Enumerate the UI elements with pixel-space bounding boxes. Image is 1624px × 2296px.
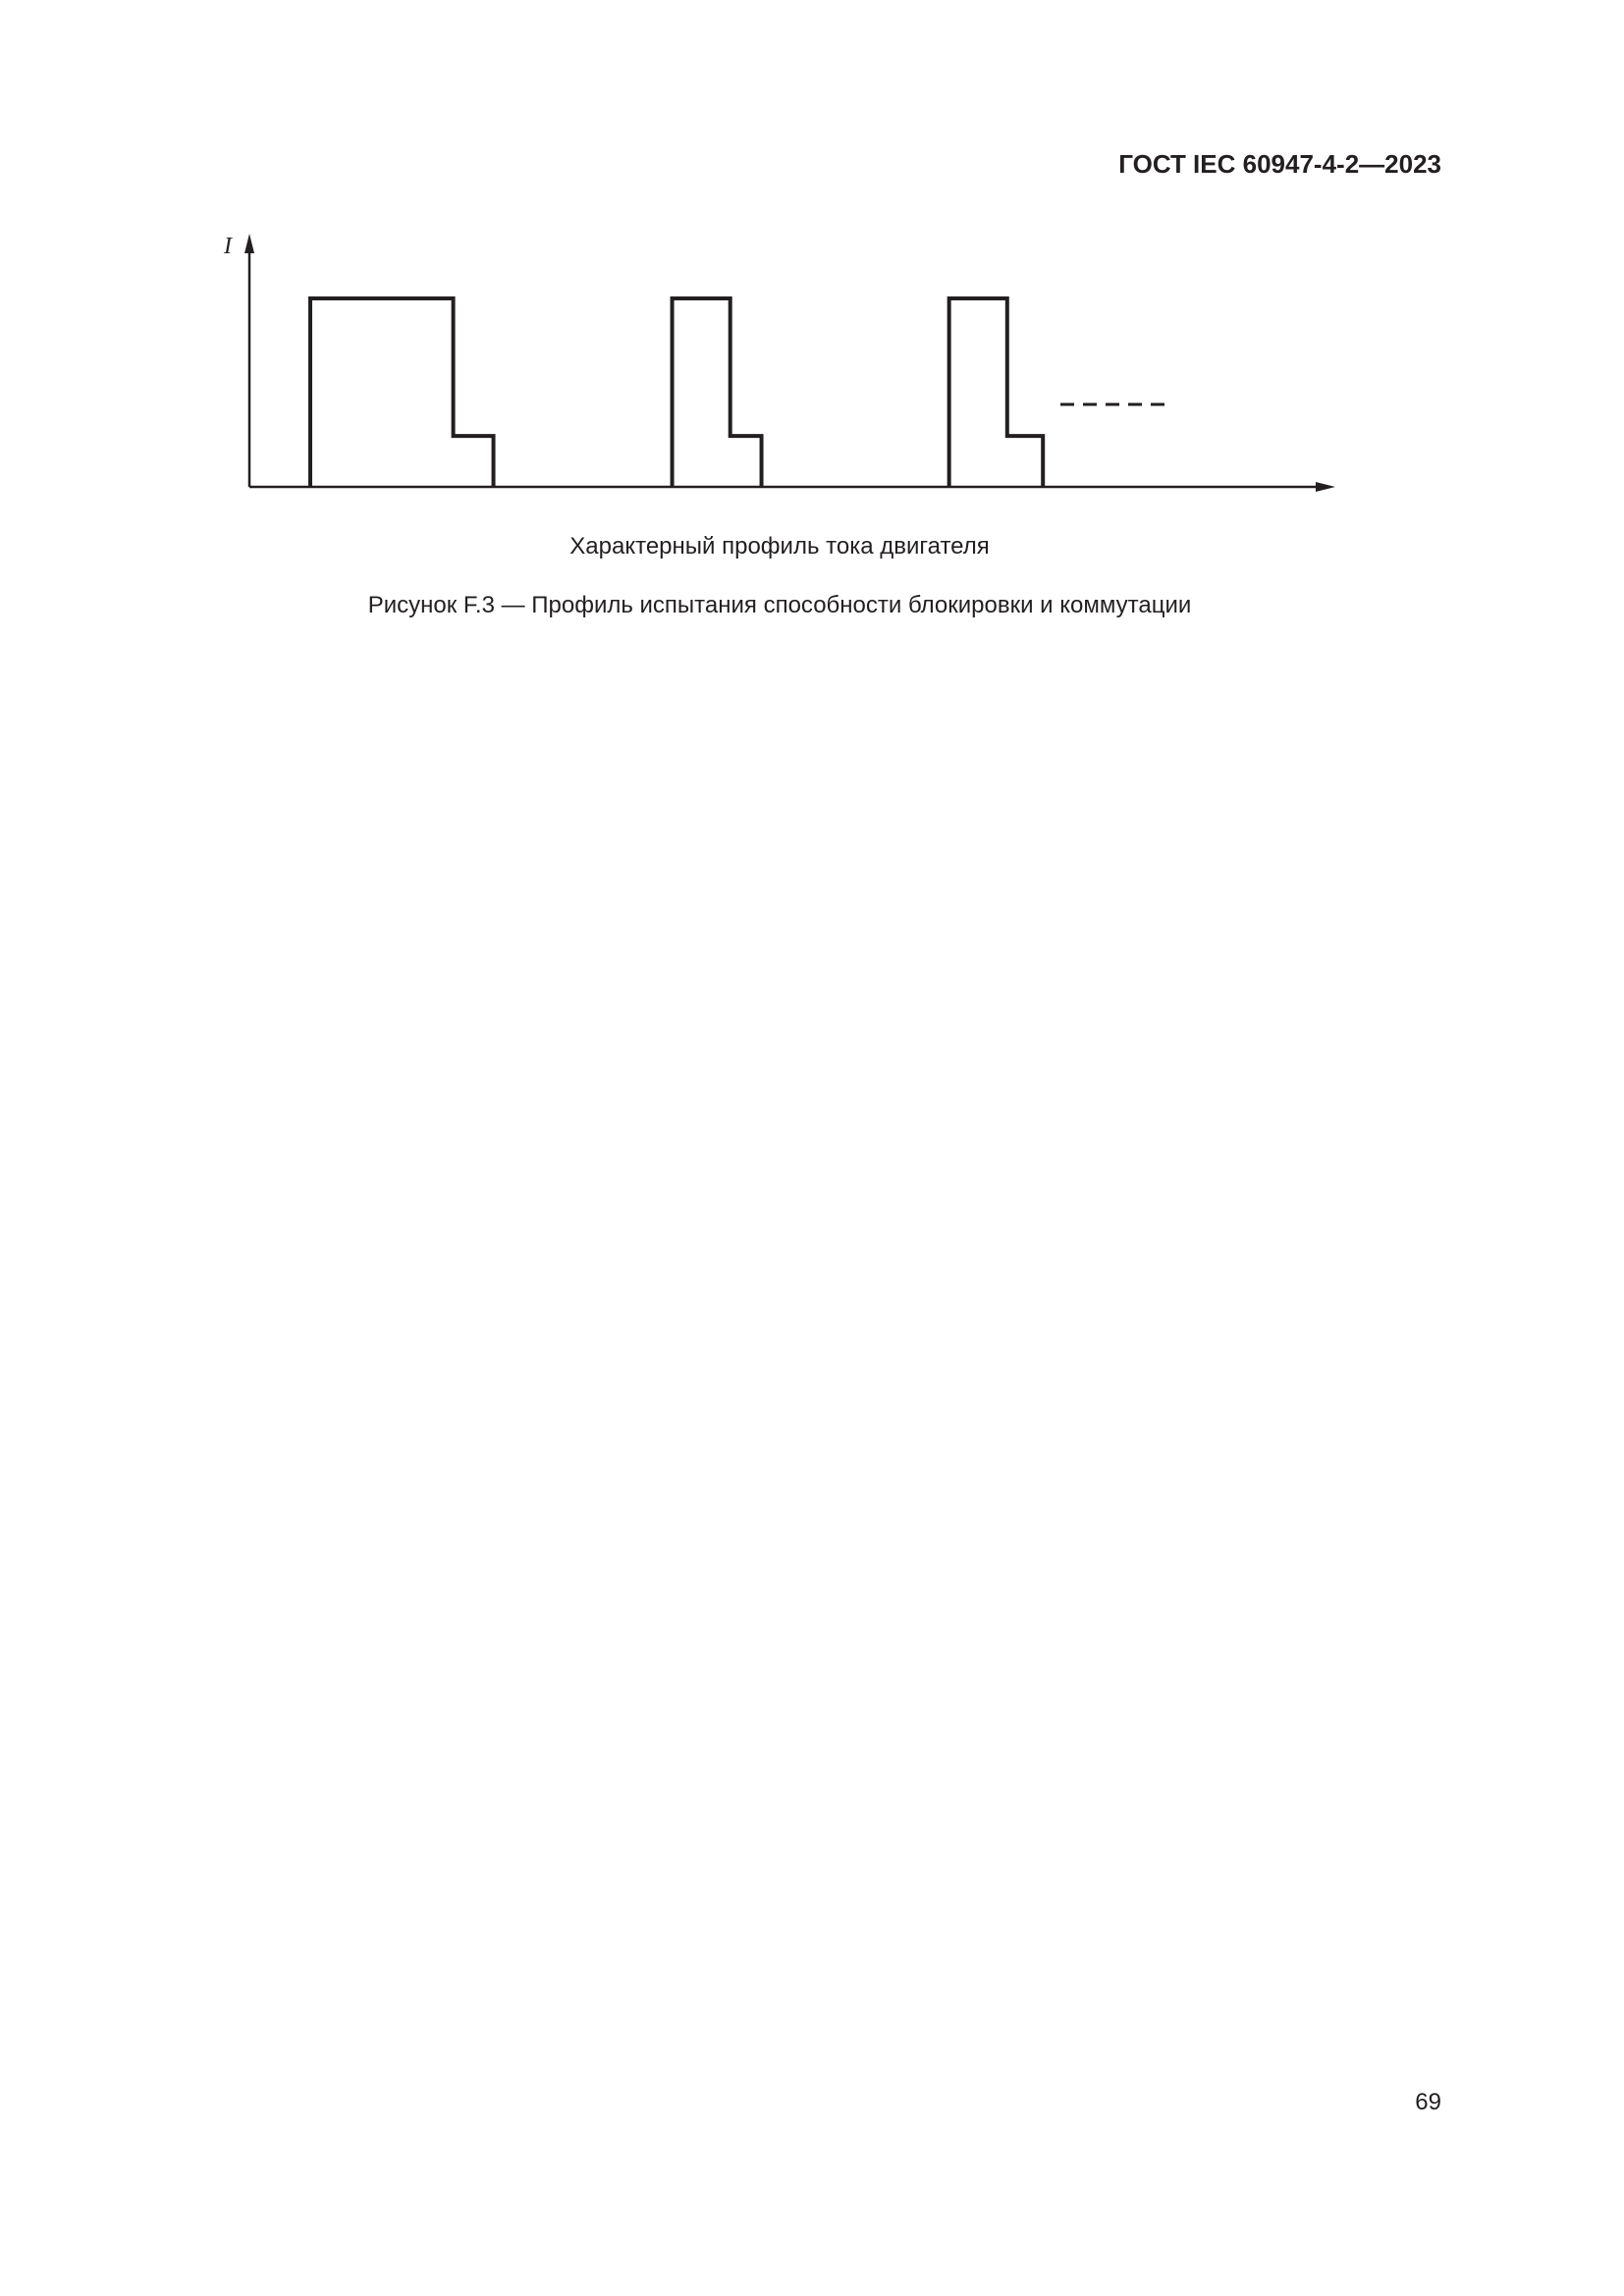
y-axis-arrow — [244, 234, 254, 253]
current-pulse-3 — [947, 296, 1046, 487]
figure-caption: Рисунок F.3 — Профиль испытания способно… — [367, 592, 1192, 618]
current-pulse-2 — [670, 296, 764, 487]
current-profile-diagram: I — [223, 234, 1335, 492]
figure-subtitle: Характерный профиль тока двигателя — [569, 533, 990, 560]
document-header: ГОСТ IEC 60947-4-2—2023 — [1118, 149, 1441, 179]
x-axis-arrow — [1316, 482, 1335, 492]
y-axis-label: I — [223, 234, 233, 259]
page-number: 69 — [1415, 2089, 1441, 2115]
current-pulse-1 — [308, 296, 496, 487]
